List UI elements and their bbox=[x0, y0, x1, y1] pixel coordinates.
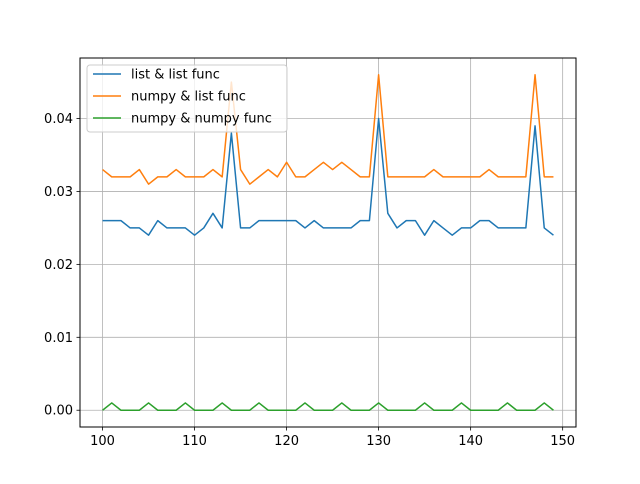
y-tick-label: 0.00 bbox=[44, 404, 73, 419]
series-line-numpy-list-func bbox=[102, 74, 554, 185]
x-axis: 100 110 120 130 140 150 bbox=[90, 427, 575, 449]
x-tick-label: 140 bbox=[458, 434, 483, 449]
x-tick-label: 150 bbox=[550, 434, 575, 449]
series-line-numpy-numpy-func bbox=[102, 402, 554, 411]
legend-label: numpy & list func bbox=[131, 90, 246, 105]
y-tick-label: 0.03 bbox=[44, 185, 73, 200]
legend-label: numpy & numpy func bbox=[131, 112, 272, 127]
y-tick-label: 0.02 bbox=[44, 258, 73, 273]
legend-box bbox=[86, 64, 288, 133]
x-tick-label: 110 bbox=[182, 434, 207, 449]
x-tick-label: 120 bbox=[274, 434, 299, 449]
x-tick-label: 130 bbox=[366, 434, 391, 449]
plot-frame bbox=[79, 57, 577, 428]
y-axis: 0.00 0.01 0.02 0.03 0.04 bbox=[44, 112, 80, 419]
series-lines bbox=[102, 74, 554, 411]
legend-label: list & list func bbox=[131, 68, 220, 83]
legend: list & list func numpy & list func numpy &… bbox=[86, 64, 288, 133]
y-tick-label: 0.04 bbox=[44, 112, 73, 127]
y-tick-label: 0.01 bbox=[44, 331, 73, 346]
series-line-list-list-func bbox=[102, 117, 554, 236]
x-tick-label: 100 bbox=[90, 434, 115, 449]
